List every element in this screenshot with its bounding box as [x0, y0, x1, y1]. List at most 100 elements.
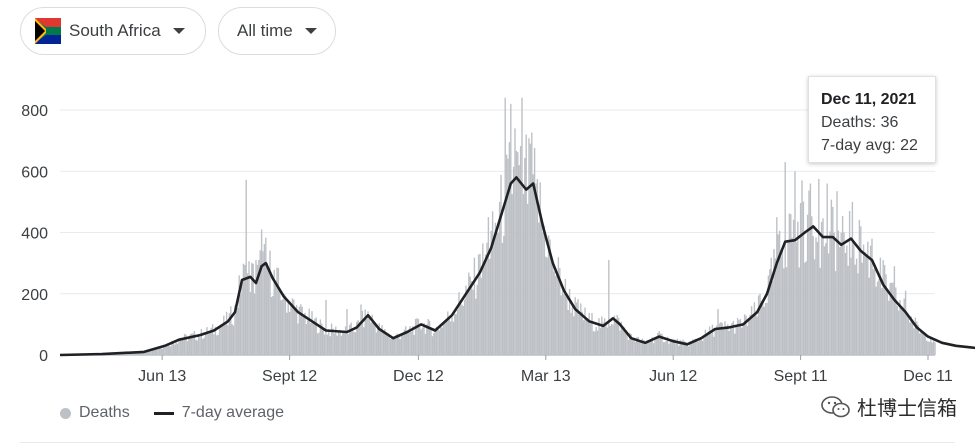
deaths-bar — [622, 326, 624, 355]
deaths-bar — [690, 341, 693, 355]
deaths-bar — [211, 324, 214, 355]
deaths-bar — [566, 294, 568, 355]
deaths-bar — [732, 320, 735, 355]
deaths-bar — [914, 317, 917, 355]
deaths-bar — [449, 321, 452, 355]
deaths-bar — [392, 336, 394, 355]
deaths-bar — [934, 342, 936, 355]
deaths-bar — [249, 292, 252, 355]
deaths-bar — [476, 284, 478, 355]
deaths-bar — [871, 238, 873, 355]
deaths-bar — [368, 316, 371, 355]
time-range-selector[interactable]: All time — [218, 7, 336, 55]
deaths-bar — [477, 254, 480, 355]
deaths-bar — [624, 331, 627, 355]
y-tick-label: 0 — [39, 348, 48, 365]
deaths-bar — [532, 174, 534, 355]
deaths-bar — [202, 339, 204, 355]
deaths-bar — [654, 339, 656, 355]
legend-deaths-swatch — [60, 407, 71, 419]
deaths-bar — [370, 322, 372, 355]
deaths-bar — [434, 328, 436, 355]
deaths-bar — [143, 352, 145, 355]
deaths-bar — [181, 340, 183, 355]
deaths-bar — [645, 340, 648, 355]
deaths-bar — [183, 333, 186, 355]
deaths-bar — [694, 338, 697, 355]
deaths-bar — [794, 171, 796, 355]
deaths-bar — [255, 260, 257, 355]
deaths-bar — [452, 321, 455, 355]
deaths-bar — [351, 330, 354, 355]
country-selector[interactable]: South Africa — [20, 7, 206, 55]
caret-down-icon — [304, 28, 317, 34]
deaths-bar — [783, 268, 785, 355]
deaths-bar — [193, 331, 196, 355]
deaths-bar — [858, 219, 861, 355]
deaths-bar — [437, 329, 439, 355]
deaths-bar — [636, 337, 638, 355]
deaths-bar — [594, 331, 596, 355]
deaths-bar — [168, 345, 170, 355]
deaths-bar — [479, 253, 481, 355]
deaths-bar — [890, 282, 893, 355]
wechat-icon — [821, 395, 850, 417]
deaths-bar — [770, 257, 772, 355]
deaths-bar — [850, 257, 852, 355]
deaths-bar — [312, 322, 315, 355]
deaths-bar — [354, 332, 357, 355]
deaths-bar — [848, 211, 851, 355]
deaths-bar — [185, 334, 187, 355]
deaths-bar — [203, 337, 205, 355]
deaths-bar — [769, 269, 771, 355]
deaths-bar — [855, 258, 858, 355]
deaths-bar — [925, 340, 928, 355]
deaths-bar — [294, 308, 296, 355]
deaths-bar — [676, 338, 679, 355]
deaths-bar — [825, 243, 827, 355]
deaths-bar — [272, 296, 274, 355]
deaths-bar — [903, 298, 905, 355]
watermark: 杜博士信箱 — [821, 392, 957, 421]
deaths-bar — [715, 325, 718, 355]
deaths-chart[interactable]: 0 200 400 600 800 Jun 13 Sept 12 Dec 12 Mar 13 Ju… — [0, 0, 975, 400]
deaths-bar — [451, 317, 453, 355]
deaths-bar — [517, 152, 519, 355]
deaths-bar — [652, 343, 655, 355]
deaths-bar — [682, 339, 684, 355]
country-label: South Africa — [69, 21, 161, 40]
legend-average-label: 7-day average — [181, 404, 284, 421]
deaths-bar — [811, 216, 813, 355]
deaths-bar — [799, 202, 802, 355]
tooltip-deaths: Deaths: 36 — [821, 114, 899, 131]
deaths-bar — [423, 322, 425, 355]
deaths-bar — [571, 303, 574, 355]
deaths-bar — [687, 346, 690, 355]
deaths-bar — [788, 213, 791, 355]
deaths-bar — [189, 334, 191, 355]
deaths-bar — [722, 327, 725, 355]
deaths-bar — [868, 277, 870, 355]
deaths-bar — [718, 323, 721, 355]
deaths-bar — [570, 312, 572, 355]
deaths-bar — [876, 281, 879, 355]
deaths-bar — [356, 321, 358, 355]
deaths-bar — [827, 253, 830, 355]
deaths-bar — [389, 338, 392, 355]
deaths-bar — [659, 333, 662, 355]
deaths-bar — [650, 341, 652, 355]
deaths-bar — [606, 327, 609, 355]
deaths-bar — [574, 297, 576, 355]
deaths-bar — [846, 245, 848, 355]
deaths-bar — [739, 319, 742, 355]
deaths-bar — [727, 324, 729, 355]
deaths-bar — [231, 324, 233, 355]
deaths-bar — [598, 318, 600, 355]
deaths-bar — [748, 318, 750, 355]
deaths-bar — [655, 336, 658, 355]
deaths-bar — [417, 319, 420, 355]
deaths-bar — [578, 314, 581, 355]
deaths-bar — [781, 248, 784, 355]
deaths-bar — [204, 332, 207, 355]
deaths-bar — [393, 338, 396, 355]
